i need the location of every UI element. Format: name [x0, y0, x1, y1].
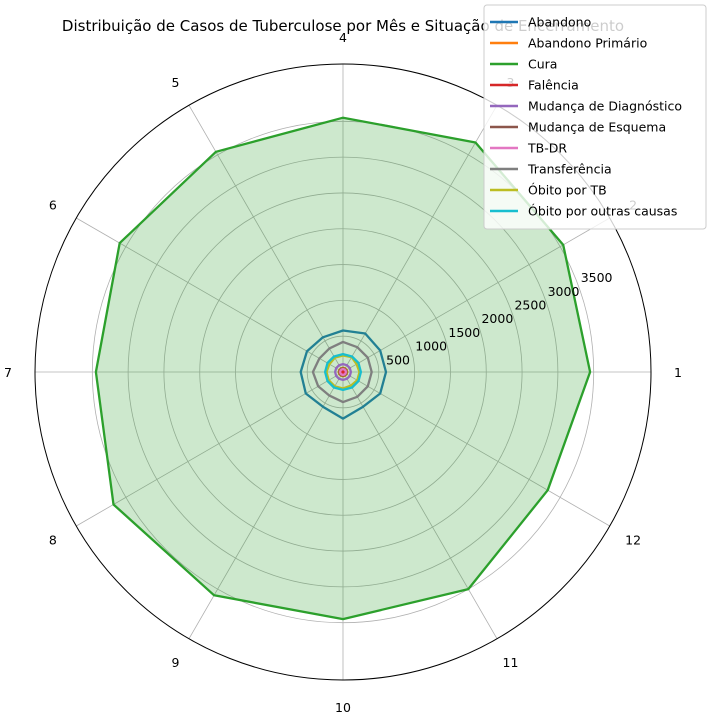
series-abandono — [299, 329, 388, 420]
series-fal-ncia — [340, 369, 346, 375]
legend-label: Mudança de Esquema — [528, 120, 666, 135]
series-line — [340, 369, 346, 375]
grid-ring — [199, 228, 487, 516]
radial-tick-label: 2000 — [481, 311, 513, 326]
category-label: 4 — [339, 30, 347, 45]
radar-grid — [34, 63, 652, 681]
legend-label: Abandono — [528, 15, 591, 30]
series-transfer-ncia — [311, 340, 373, 404]
legend-label: Falência — [528, 78, 579, 93]
category-label: 8 — [49, 533, 57, 548]
category-label: 7 — [4, 365, 12, 380]
grid-ring — [127, 156, 559, 588]
grid-spoke — [342, 105, 498, 373]
category-label: 6 — [49, 198, 57, 213]
legend-label: Óbito por outras causas — [528, 204, 677, 219]
legend-entry: TB-DR — [490, 141, 567, 156]
grid-ring — [306, 335, 380, 409]
grid-spoke — [342, 217, 610, 373]
grid-ring — [91, 120, 595, 624]
series-line — [299, 329, 388, 420]
radial-tick-label: 1000 — [415, 339, 447, 354]
category-label: 12 — [625, 533, 641, 548]
category-label: 5 — [172, 75, 180, 90]
category-label: 10 — [335, 700, 351, 715]
legend-label: Abandono Primário — [528, 36, 647, 51]
legend-entry: Óbito por outras causas — [490, 204, 677, 219]
radial-tick-label: 3000 — [548, 284, 580, 299]
legend-entry: Transferência — [490, 162, 612, 177]
series-line — [323, 352, 363, 392]
category-label: 9 — [172, 655, 180, 670]
legend-entry: Abandono Primário — [490, 36, 647, 51]
category-label: 1 — [674, 365, 682, 380]
series-line — [338, 367, 348, 377]
series-tb-dr — [338, 367, 348, 377]
series--bito-por-outras-causas — [323, 352, 363, 392]
grid-ring — [270, 299, 416, 445]
radial-tick-label: 500 — [386, 352, 410, 367]
series-line — [333, 362, 353, 382]
radar-series — [94, 116, 592, 621]
grid-ring — [235, 264, 451, 480]
grid-spoke — [76, 371, 344, 527]
polar-frame — [34, 63, 652, 681]
legend-label: Cura — [528, 57, 557, 72]
legend-entry: Mudança de Diagnóstico — [490, 99, 682, 114]
grid-spoke — [188, 105, 344, 373]
legend-entry: Falência — [490, 78, 579, 93]
legend-entry: Abandono — [490, 15, 591, 30]
grid-ring — [163, 192, 523, 552]
series-line — [311, 340, 373, 404]
legend-label: Óbito por TB — [528, 183, 607, 198]
radial-tick-label: 3500 — [581, 270, 613, 285]
legend-label: Transferência — [527, 162, 612, 177]
legend-entry: Óbito por TB — [490, 183, 607, 198]
radial-tick-label: 2500 — [514, 298, 546, 313]
legend: Abandono Abandono Primário Cura Falência Mud… — [483, 4, 707, 230]
legend-entry: Mudança de Esquema — [490, 120, 666, 135]
legend-box — [483, 4, 707, 230]
legend-label: TB-DR — [527, 141, 567, 156]
grid-spoke — [342, 371, 498, 639]
category-label: 11 — [503, 655, 519, 670]
grid-spoke — [342, 371, 610, 527]
series-mudan-a-de-diagn-stico — [333, 362, 353, 382]
legend-entry: Cura — [490, 57, 557, 72]
radial-tick-label: 1500 — [448, 325, 480, 340]
legend-label: Mudança de Diagnóstico — [528, 99, 682, 114]
